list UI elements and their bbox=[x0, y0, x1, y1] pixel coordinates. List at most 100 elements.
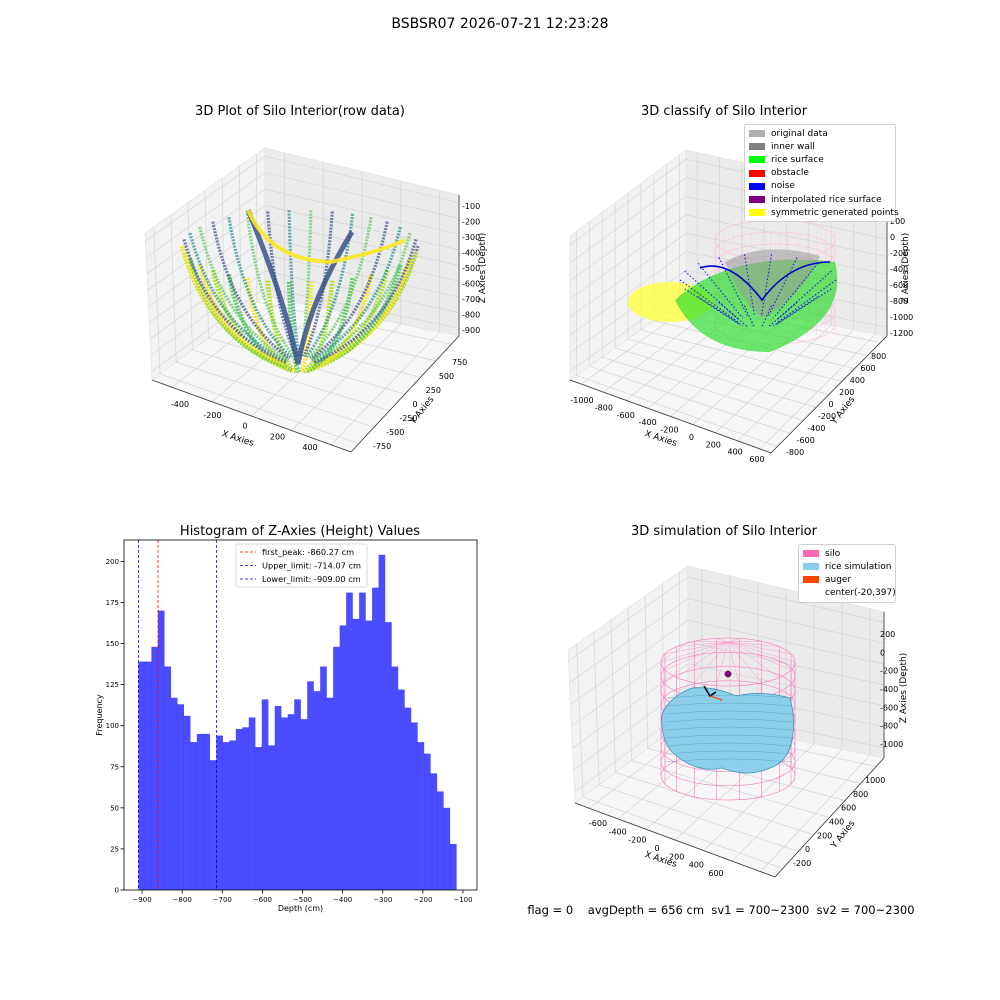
histogram-bar bbox=[248, 717, 256, 890]
legend-swatch bbox=[749, 169, 765, 177]
gridline bbox=[171, 152, 285, 388]
silo-roof-line bbox=[676, 641, 729, 647]
z-tick-label: -600 bbox=[462, 280, 480, 289]
legend-entry: silo bbox=[799, 547, 895, 560]
noise-points bbox=[679, 279, 739, 323]
histogram-bar bbox=[346, 592, 353, 890]
z-tick-label: -200 bbox=[462, 218, 480, 227]
x-tick-label: -1000 bbox=[570, 396, 593, 405]
legend-swatch bbox=[803, 563, 819, 571]
x-tick-label: 400 bbox=[302, 443, 317, 452]
histogram-bar bbox=[196, 733, 204, 890]
x-tick-label: -800 bbox=[595, 403, 613, 412]
x-tick-label: -200 bbox=[660, 426, 678, 435]
histogram-bar bbox=[222, 742, 230, 890]
histogram-legend: first_peak: -860.27 cm Upper_limit: -714.… bbox=[235, 543, 368, 588]
histogram-bar bbox=[404, 707, 412, 890]
classify-3d-plot: -1000-800-600-400-2000200400600800600400… bbox=[569, 149, 913, 464]
histogram-bar bbox=[157, 610, 165, 890]
y-tick-label: 800 bbox=[853, 790, 868, 799]
gridline bbox=[568, 576, 885, 662]
gridline bbox=[211, 162, 324, 402]
histogram-bar bbox=[307, 681, 314, 890]
histogram-bar bbox=[320, 666, 327, 890]
histogram-bar bbox=[151, 646, 159, 890]
raw-scan-arc bbox=[179, 245, 287, 367]
raw-scan-arc bbox=[299, 281, 314, 374]
x-tick-label: −400 bbox=[333, 896, 352, 904]
legend-swatch bbox=[749, 130, 765, 138]
histogram-bar bbox=[417, 742, 425, 890]
gridline bbox=[153, 226, 359, 445]
x-tick-label: −800 bbox=[173, 896, 192, 904]
legend-swatch bbox=[803, 576, 819, 584]
noise-points bbox=[776, 270, 832, 321]
gridline bbox=[170, 214, 375, 428]
legend-label: symmetric generated points bbox=[771, 207, 899, 218]
x-axis-line bbox=[574, 802, 776, 878]
status-sv1: sv1 = 700~2300 bbox=[711, 903, 810, 917]
rice-mesh-line bbox=[665, 734, 793, 739]
z-tick-label: -1200 bbox=[890, 329, 913, 338]
raw-scan-arc bbox=[187, 258, 288, 370]
raw-scan-arc bbox=[211, 221, 291, 360]
z-tick-label: -200 bbox=[890, 249, 908, 258]
y-tick-label: -600 bbox=[797, 436, 815, 445]
y-tick-label: 100 bbox=[106, 722, 119, 730]
legend-label: first_peak: -860.27 cm bbox=[262, 547, 354, 557]
x-tick-label: −200 bbox=[413, 896, 432, 904]
legend-entry: interpolated rice surface bbox=[745, 193, 895, 206]
histogram-bar bbox=[326, 697, 334, 890]
legend-swatch bbox=[803, 590, 819, 597]
legend-entry: rice simulation bbox=[799, 560, 895, 573]
gridline bbox=[576, 231, 778, 447]
silo-roof-line bbox=[664, 641, 729, 671]
status-avgdepth: avgDepth = 656 cm bbox=[587, 903, 705, 917]
z-tick-label: -1000 bbox=[880, 740, 903, 749]
legend-label: interpolated rice surface bbox=[771, 194, 882, 205]
silo-roof-line bbox=[694, 640, 729, 643]
y-tick-label: -400 bbox=[807, 424, 825, 433]
raw-scan-arc bbox=[311, 226, 402, 362]
y-tick-label: 0 bbox=[829, 400, 834, 409]
silo-roof-line bbox=[727, 640, 762, 643]
raw-scan-arc bbox=[245, 213, 295, 358]
legend-entry: symmetric generated points bbox=[745, 206, 899, 219]
legend-entry: rice surface bbox=[745, 153, 895, 166]
gridline bbox=[204, 190, 406, 395]
z-axis-label: Z Axies (Depth) bbox=[901, 233, 911, 304]
raw-scan-arc bbox=[307, 217, 373, 359]
gridline bbox=[569, 195, 888, 282]
panel1-3d-box bbox=[144, 147, 460, 453]
y-tick-label: -800 bbox=[786, 448, 804, 457]
simulation-legend: silo rice simulation auger center(-20,397) bbox=[798, 544, 896, 603]
silo-roof-line bbox=[727, 641, 780, 678]
legend-frame bbox=[235, 543, 368, 588]
gridline bbox=[570, 619, 885, 705]
gridline bbox=[737, 187, 854, 442]
silo-roof-line bbox=[716, 641, 729, 686]
z-tick-label: -800 bbox=[462, 311, 480, 320]
inner-wall-points bbox=[725, 249, 820, 318]
histogram-bar bbox=[359, 592, 366, 890]
gridline bbox=[151, 287, 460, 373]
y-tick-label: 400 bbox=[850, 376, 865, 385]
histogram-bar bbox=[170, 697, 178, 890]
x-tick-label: -400 bbox=[639, 418, 657, 427]
z-tick-label: 200 bbox=[890, 217, 905, 226]
silo-roof-line bbox=[727, 641, 792, 655]
gridline bbox=[714, 182, 832, 433]
x-tick-label: -200 bbox=[203, 411, 221, 420]
y-tick-label: 600 bbox=[860, 364, 875, 373]
histogram-bar bbox=[190, 742, 197, 890]
legend-label: Upper_limit: -714.07 cm bbox=[262, 561, 361, 571]
z-tick-label: -400 bbox=[462, 249, 480, 258]
noise-points bbox=[776, 288, 832, 325]
histogram-bar bbox=[268, 745, 275, 890]
noise-points bbox=[777, 279, 837, 323]
histogram-bar bbox=[229, 740, 236, 890]
panel2-title: 3D classify of Silo Interior bbox=[640, 104, 808, 119]
z-tick-label: -800 bbox=[890, 297, 908, 306]
histogram-bar bbox=[398, 689, 405, 890]
z-axis-label: Z Axies (Depth) bbox=[899, 653, 909, 724]
